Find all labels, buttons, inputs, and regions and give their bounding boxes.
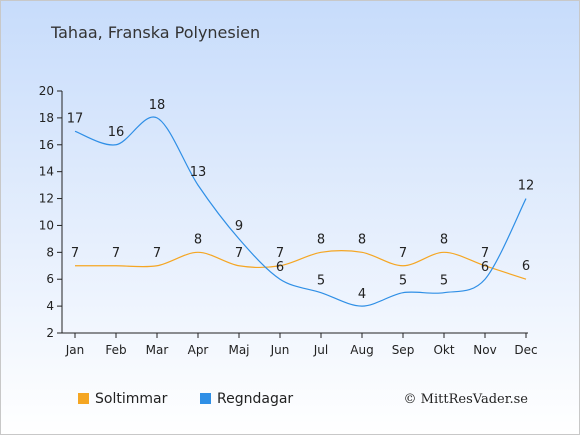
x-tick-label: Nov xyxy=(473,343,496,357)
x-tick-label: Dec xyxy=(514,343,537,357)
data-label-regndagar: 13 xyxy=(190,165,207,180)
data-label-regndagar: 9 xyxy=(235,219,243,234)
y-tick-label: 4 xyxy=(46,299,54,313)
series-line-soltimmar xyxy=(75,250,527,280)
data-label-regndagar: 16 xyxy=(108,125,125,140)
x-tick-label: Mar xyxy=(146,343,169,357)
y-tick-label: 12 xyxy=(39,192,54,206)
y-tick-label: 10 xyxy=(39,218,54,232)
data-label-regndagar: 5 xyxy=(317,274,325,289)
data-label-soltimmar: 8 xyxy=(194,232,202,247)
data-label-regndagar: 6 xyxy=(276,260,284,275)
data-label-soltimmar: 7 xyxy=(481,246,489,261)
chart-title: Tahaa, Franska Polynesien xyxy=(50,23,260,42)
x-tick-label: Feb xyxy=(105,343,126,357)
data-label-regndagar: 5 xyxy=(399,274,407,289)
legend-label-regndagar: Regndagar xyxy=(217,391,293,407)
data-label-soltimmar: 6 xyxy=(522,259,530,274)
x-tick-group: Jan Feb Mar Apr Maj Jun Jul Aug Sep Okt Nov Dec xyxy=(65,333,538,357)
data-label-regndagar: 18 xyxy=(149,98,166,113)
y-tick-label: 20 xyxy=(39,84,54,98)
x-tick-label: Sep xyxy=(392,343,415,357)
legend-swatch-regndagar xyxy=(200,393,211,404)
y-tick-label: 2 xyxy=(46,326,54,340)
y-tick-label: 14 xyxy=(39,165,54,179)
x-tick-label: Aug xyxy=(350,343,373,357)
x-tick-label: Maj xyxy=(228,343,249,357)
data-label-soltimmar: 7 xyxy=(235,246,243,261)
series-group xyxy=(74,116,527,307)
data-label-soltimmar: 7 xyxy=(276,246,284,261)
y-tick-label: 6 xyxy=(46,272,54,286)
data-label-soltimmar: 7 xyxy=(112,246,120,261)
y-tick-label: 16 xyxy=(39,138,54,152)
y-tick-label: 18 xyxy=(39,111,54,125)
legend-label-soltimmar: Soltimmar xyxy=(95,391,168,407)
y-tick-label: 8 xyxy=(46,245,54,259)
x-tick-label: Apr xyxy=(188,343,209,357)
data-label-regndagar: 12 xyxy=(518,179,535,194)
data-label-soltimmar: 8 xyxy=(440,232,448,247)
x-tick-label: Jun xyxy=(270,343,290,357)
data-label-soltimmar: 7 xyxy=(71,246,79,261)
x-tick-label: Okt xyxy=(433,343,454,357)
data-label-regndagar: 5 xyxy=(440,274,448,289)
data-label-soltimmar: 8 xyxy=(358,232,366,247)
data-label-soltimmar: 7 xyxy=(399,246,407,261)
data-label-regndagar: 17 xyxy=(67,111,84,126)
x-tick-label: Jul xyxy=(313,343,328,357)
data-label-regndagar: 4 xyxy=(358,287,366,302)
legend-swatch-soltimmar xyxy=(78,393,89,404)
credit-text: © MittResVader.se xyxy=(404,392,529,407)
data-label-regndagar: 6 xyxy=(481,260,489,275)
series-line-regndagar xyxy=(74,116,527,307)
y-tick-group: 2 4 6 8 10 12 14 16 18 20 xyxy=(39,84,62,340)
data-label-soltimmar: 7 xyxy=(153,246,161,261)
data-label-soltimmar: 8 xyxy=(317,232,325,247)
x-tick-label: Jan xyxy=(65,343,85,357)
